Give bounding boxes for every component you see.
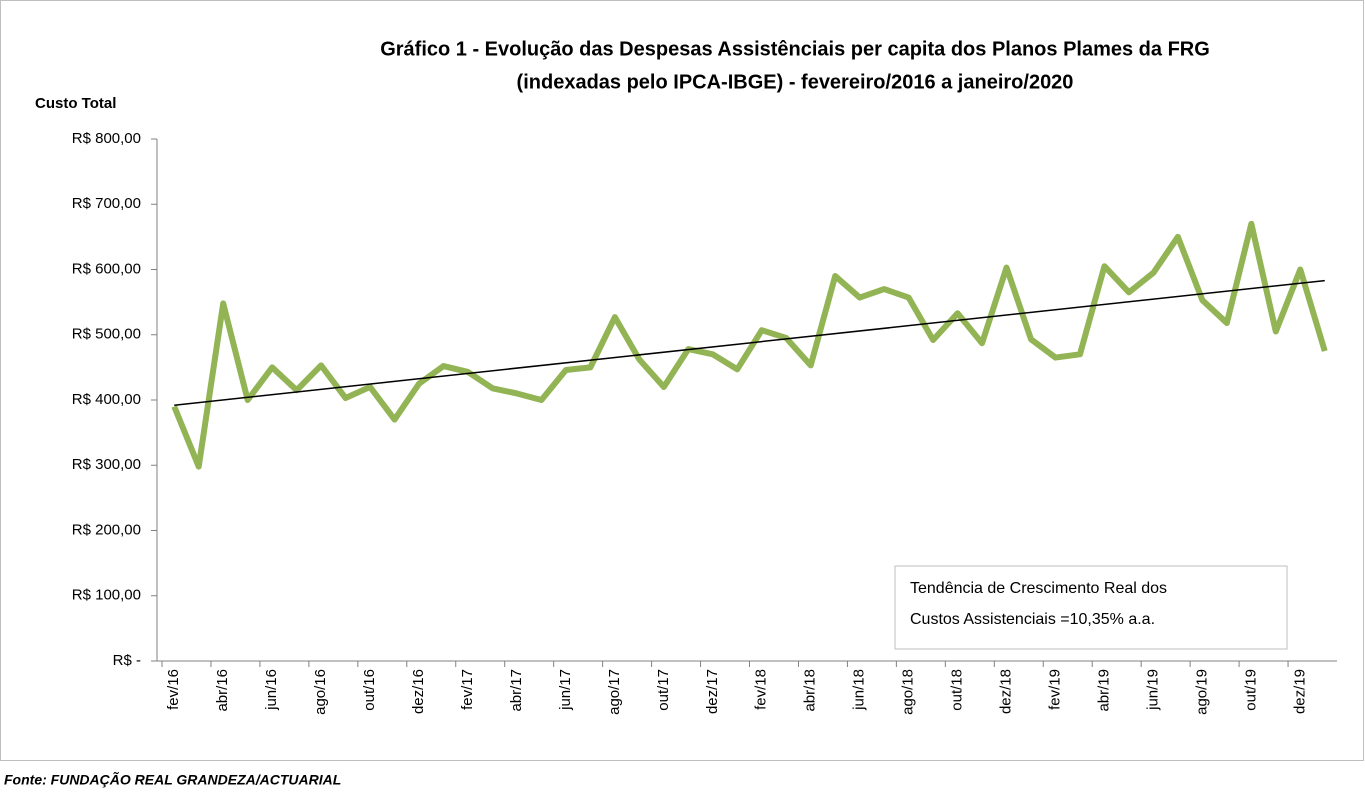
x-tick-label: fev/18 [753,669,770,710]
annotation-box [894,565,1288,650]
x-tick-label: ago/18 [900,669,917,715]
y-tick-label: R$ 200,00 [72,521,141,538]
x-tick-label: jun/18 [851,669,868,711]
y-tick-label: R$ 600,00 [72,260,141,277]
x-tick-label: jun/19 [1144,669,1161,711]
x-tick-label: ago/16 [312,669,329,715]
chart-border [0,0,1364,761]
x-tick-label: fev/19 [1046,669,1063,710]
chart-title: Gráfico 1 - Evolução das Despesas Assist… [380,38,1210,60]
y-tick-label: R$ - [113,652,141,669]
source: Fonte: FUNDAÇÃO REAL GRANDEZA/ACTUARIAL [4,771,341,788]
x-tick-label: fev/16 [165,669,182,710]
x-tick-label: fev/17 [459,669,476,710]
x-tick-label: out/18 [949,669,966,711]
y-tick-label: R$ 400,00 [72,391,141,408]
x-tick-label: abr/17 [508,669,525,712]
x-tick-label: ago/17 [606,669,623,715]
y-tick-label: R$ 100,00 [72,587,141,604]
x-tick-label: dez/18 [998,669,1015,714]
trend-line [174,279,1325,406]
y-tick-label: R$ 700,00 [72,195,141,212]
y-tick-label: R$ 500,00 [72,326,141,343]
x-tick-label: out/17 [655,669,672,711]
y-tick-label: R$ 800,00 [72,130,141,147]
x-tick-label: dez/17 [704,669,721,714]
x-tick-label: dez/16 [410,669,427,714]
x-tick-label: jun/16 [263,669,280,711]
annotation: Custos Assistenciais =10,35% a.a. [910,611,1155,628]
x-tick-label: abr/19 [1095,669,1112,712]
x-tick-label: abr/18 [802,669,819,712]
x-tick-label: out/19 [1242,669,1259,711]
y-tick-label: R$ 300,00 [72,456,141,473]
x-tick-label: ago/19 [1193,669,1210,715]
y-axis-label: Custo Total [35,95,116,112]
data-line [171,220,1328,470]
annotation: Tendência de Crescimento Real dos [910,580,1167,597]
x-tick-label: jun/17 [557,669,574,711]
x-tick-label: out/16 [361,669,378,711]
x-tick-label: abr/16 [214,669,231,712]
chart-title: (indexadas pelo IPCA-IBGE) - fevereiro/2… [517,71,1074,93]
x-tick-label: dez/19 [1291,669,1308,714]
